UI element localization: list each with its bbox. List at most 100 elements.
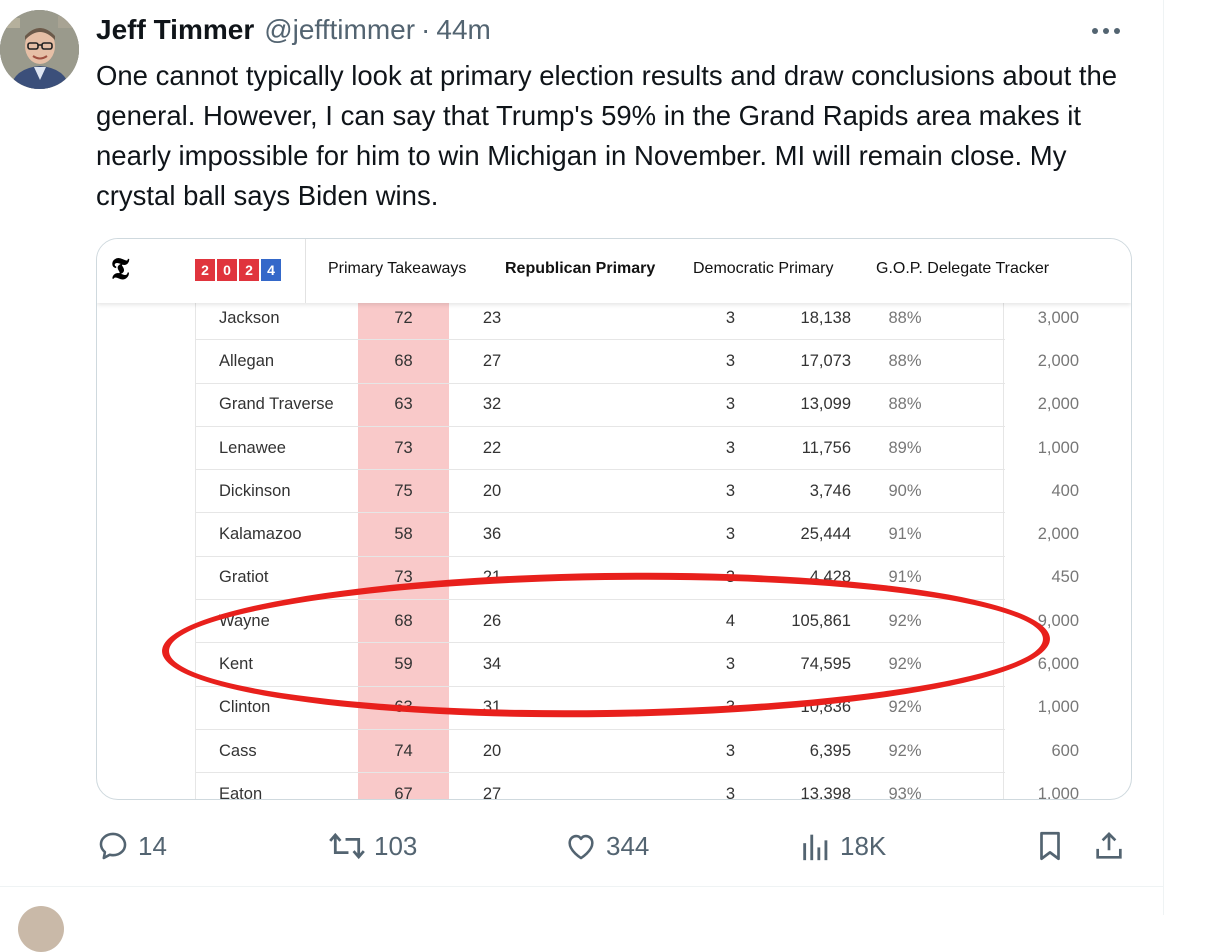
- trump-column-shade: [358, 556, 449, 600]
- county-name: Eaton: [219, 784, 263, 800]
- table-row: Gratiot 73 21 3 4,428 91% 450: [195, 556, 1079, 601]
- county-name: Wayne: [219, 611, 270, 630]
- trump-column-shade: [358, 643, 449, 686]
- timestamp[interactable]: 44m: [436, 14, 491, 45]
- county-name: Dickinson: [219, 481, 291, 500]
- votes-remaining: 1,000: [1037, 784, 1079, 800]
- table-row: Grand Traverse 63 32 3 13,099 88% 2,000: [195, 383, 1079, 427]
- vote-total: 13,398: [800, 784, 851, 800]
- year-digit: 0: [217, 259, 237, 281]
- delegate-count: 3: [725, 481, 735, 500]
- repost-count: 103: [374, 830, 418, 861]
- repost-icon: [329, 832, 365, 860]
- avatar[interactable]: [0, 10, 79, 89]
- avatar-photo-icon: [0, 10, 79, 89]
- trump-pct: 67: [394, 784, 413, 800]
- vote-total: 3,746: [809, 481, 851, 500]
- table-row: Lenawee 73 22 3 11,756 89% 1,000: [195, 426, 1079, 471]
- views-icon: [803, 834, 828, 861]
- county-name: Kalamazoo: [219, 525, 302, 544]
- timeline-right-border: [1163, 0, 1164, 915]
- pct-reporting: 88%: [888, 351, 922, 370]
- tweet-action-bar: 14 103 344 18K: [0, 820, 1163, 870]
- table-row: Cass 74 20 3 6,395 92% 600: [195, 729, 1079, 774]
- view-count: 18K: [840, 830, 887, 861]
- vote-total: 10,836: [800, 698, 851, 717]
- trump-pct: 63: [394, 395, 413, 414]
- nav-primary-takeaways: Primary Takeaways: [328, 260, 467, 277]
- trump-column-shade: [358, 340, 449, 383]
- trump-pct: 58: [394, 525, 413, 544]
- share-icon: [1096, 832, 1122, 859]
- more-options-button[interactable]: [1086, 14, 1126, 48]
- votes-remaining: 450: [1051, 568, 1079, 587]
- trump-column-shade: [358, 513, 449, 556]
- delegate-count: 3: [725, 784, 735, 800]
- pct-reporting: 92%: [888, 698, 922, 717]
- year-digit: 2: [239, 259, 259, 281]
- reply-button[interactable]: 14: [96, 826, 167, 866]
- year-digit: 2: [195, 259, 215, 281]
- table-left-border: [195, 297, 196, 799]
- vote-total: 18,138: [800, 308, 851, 327]
- pct-reporting: 90%: [888, 481, 922, 500]
- trump-pct: 72: [394, 308, 413, 327]
- vote-total: 105,861: [791, 611, 851, 630]
- delegate-count: 4: [725, 611, 735, 630]
- tweet-text: One cannot typically look at primary ele…: [96, 60, 1118, 211]
- trump-pct: 75: [394, 481, 413, 500]
- table-row: Kent 59 34 3 74,595 92% 6,000: [195, 643, 1079, 687]
- county-name: Grand Traverse: [219, 395, 334, 414]
- tweet-media-image[interactable]: 𝕿 2 0 2 4 Primary Takeaways Republican P…: [96, 238, 1132, 800]
- trump-pct: 73: [394, 438, 413, 457]
- delegate-count: 3: [725, 655, 735, 674]
- votes-remaining: 2,000: [1037, 525, 1079, 544]
- haley-pct: 23: [482, 308, 502, 327]
- repost-button[interactable]: 103: [328, 826, 417, 866]
- like-button[interactable]: 344: [564, 826, 649, 866]
- haley-pct: 27: [482, 351, 502, 370]
- trump-column-shade: [358, 600, 449, 643]
- trump-pct: 59: [394, 655, 413, 674]
- delegate-count: 3: [725, 351, 735, 370]
- reply-count: 14: [138, 830, 167, 861]
- pct-reporting: 88%: [888, 395, 922, 414]
- county-name: Cass: [219, 741, 257, 760]
- user-handle[interactable]: @jefftimmer: [264, 14, 416, 45]
- county-name: Lenawee: [219, 438, 286, 457]
- haley-pct: 20: [482, 741, 502, 760]
- trump-column-shade: [358, 686, 449, 729]
- results-table: Jackson 72 23 3 18,138 88% 3,000 Allegan 68 27 3 17…: [195, 297, 1079, 800]
- bookmark-button[interactable]: [1034, 826, 1066, 866]
- like-count: 344: [606, 830, 650, 861]
- nav-republican-primary: Republican Primary: [505, 260, 656, 277]
- pct-reporting: 92%: [888, 741, 922, 760]
- haley-pct: 36: [482, 525, 502, 544]
- pct-reporting: 91%: [888, 568, 922, 587]
- county-name: Allegan: [219, 351, 275, 370]
- vote-total: 17,073: [800, 351, 851, 370]
- nyt-nav-bar: 𝕿 2 0 2 4 Primary Takeaways Republican P…: [97, 239, 1131, 303]
- haley-pct: 26: [482, 611, 502, 630]
- trump-column-shade: [358, 470, 449, 513]
- trump-pct: 74: [394, 741, 413, 760]
- pct-reporting: 93%: [888, 784, 922, 800]
- vote-total: 11,756: [801, 438, 851, 457]
- next-tweet-avatar[interactable]: [18, 906, 64, 952]
- vote-total: 13,099: [800, 395, 851, 414]
- pct-reporting: 92%: [888, 655, 922, 674]
- county-name: Jackson: [219, 308, 280, 327]
- county-name: Gratiot: [219, 568, 269, 587]
- ellipsis-icon: [1092, 28, 1120, 34]
- haley-pct: 21: [482, 568, 502, 587]
- tweet-header: Jeff Timmer @jefftimmer · 44m: [96, 12, 491, 48]
- table-row: Kalamazoo 58 36 3 25,444 91% 2,000: [195, 513, 1079, 557]
- votes-remaining: 1,000: [1037, 698, 1079, 717]
- delegate-count: 3: [725, 568, 735, 587]
- views-button[interactable]: 18K: [800, 826, 886, 866]
- pct-reporting: 92%: [888, 611, 922, 630]
- nav-gop-delegate-tracker: G.O.P. Delegate Tracker: [876, 260, 1050, 277]
- display-name[interactable]: Jeff Timmer: [96, 14, 255, 45]
- tweet-divider: [0, 886, 1163, 887]
- share-button[interactable]: [1092, 826, 1126, 866]
